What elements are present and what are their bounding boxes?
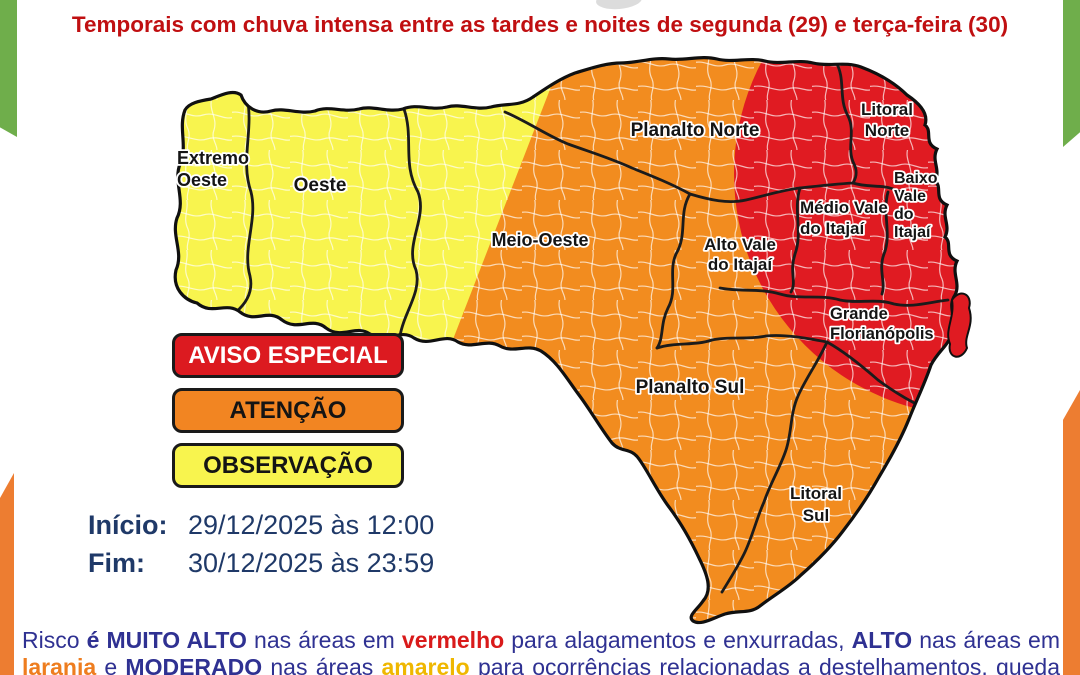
validity-end-label: Fim:	[88, 548, 145, 578]
risk-description: Risco é MUITO ALTO nas áreas em vermelho…	[22, 627, 1060, 675]
alert-legend: AVISO ESPECIAL ATENÇÃO OBSERVAÇÃO	[172, 333, 404, 498]
ribbon-orange-bottom-right	[1063, 390, 1080, 675]
validity-period: Início: 29/12/2025 às 12:00 Fim: 30/12/202…	[88, 510, 434, 586]
map-label-medio-vale: do Itajaí	[800, 219, 866, 238]
legend-observacao-label: OBSERVAÇÃO	[203, 451, 373, 479]
map-label-grande-florianopolis: Florianópolis	[830, 325, 934, 343]
risk-word-laranja: laranja	[22, 654, 97, 675]
validity-start: Início: 29/12/2025 às 12:00	[88, 510, 434, 541]
risk-text: nas áreas em	[912, 627, 1061, 653]
map-label-oeste: Oeste	[294, 175, 347, 196]
ribbon-green-top-right	[1063, 0, 1080, 147]
map-label-planalto-sul: Planalto Sul	[636, 377, 745, 398]
map-label-alto-vale: Alto Vale	[704, 235, 776, 254]
risk-text-bold: MODERADO	[125, 654, 263, 675]
risk-text: nas áreas em	[254, 627, 402, 653]
validity-start-label: Início:	[88, 510, 168, 540]
florianopolis-island	[947, 292, 972, 358]
map-label-baixo-vale: Vale	[894, 188, 926, 205]
map-label-litoral-sul: Sul	[803, 506, 829, 525]
map-label-baixo-vale: Itajaí	[894, 224, 931, 241]
map-label-meio-oeste: Meio-Oeste	[491, 230, 588, 250]
ribbon-orange-bottom-left	[0, 473, 14, 675]
map-label-baixo-vale: do	[894, 206, 914, 223]
legend-aviso-especial-label: AVISO ESPECIAL	[188, 341, 388, 369]
ribbon-green-top-left	[0, 0, 17, 137]
risk-word-vermelho: vermelho	[401, 627, 505, 653]
alert-headline: Temporais com chuva intensa entre as tar…	[71, 12, 1009, 37]
risk-text: nas áreas	[262, 654, 382, 675]
validity-end: Fim: 30/12/2025 às 23:59	[88, 548, 434, 579]
risk-text-bold: é MUITO ALTO	[86, 627, 255, 653]
risk-text: para alagamentos e enxurradas,	[504, 627, 852, 653]
map-label-alto-vale: do Itajaí	[708, 255, 774, 274]
risk-text: e	[96, 654, 126, 675]
legend-aviso-especial: AVISO ESPECIAL	[172, 333, 404, 378]
legend-atencao: ATENÇÃO	[172, 388, 404, 433]
risk-text: Risco	[22, 627, 87, 653]
map-label-medio-vale: Médio Vale	[800, 198, 888, 217]
map-label-litoral-norte: Litoral	[861, 100, 913, 119]
mesoregion-borders	[234, 60, 950, 594]
validity-start-value: 29/12/2025 às 12:00	[188, 510, 435, 540]
map-label-baixo-vale: Baixo	[894, 170, 938, 187]
map-label-planalto-norte: Planalto Norte	[631, 120, 760, 141]
map-label-litoral-norte: Norte	[865, 121, 909, 140]
risk-word-amarelo: amarelo	[381, 654, 470, 675]
risk-text-bold: ALTO	[851, 627, 913, 653]
map-label-grande-florianopolis: Grande	[830, 305, 888, 323]
map-label-litoral-sul: Litoral	[790, 484, 842, 503]
legend-atencao-label: ATENÇÃO	[229, 396, 347, 424]
risk-text: para ocorrências relacionadas a destelha…	[477, 654, 1060, 675]
validity-end-value: 30/12/2025 às 23:59	[188, 548, 435, 578]
legend-observacao: OBSERVAÇÃO	[172, 443, 404, 488]
map-label-extremo-oeste: Oeste	[177, 170, 227, 190]
map-label-extremo-oeste: Extremo	[177, 148, 249, 168]
